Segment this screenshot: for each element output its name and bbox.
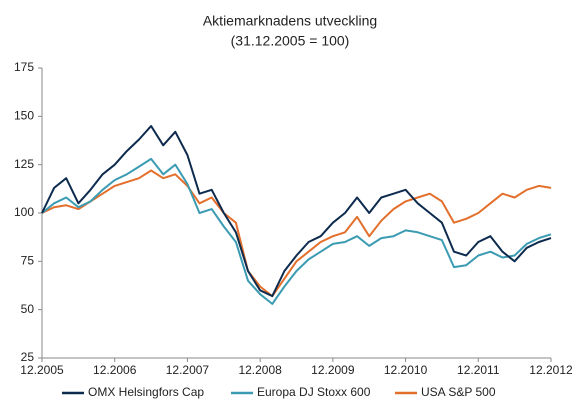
legend-label: Europa DJ Stoxx 600: [257, 385, 371, 399]
series-line: [41, 125, 552, 298]
y-tick-label: 75: [21, 254, 35, 268]
x-tick-label: 12.2009: [311, 363, 355, 377]
y-tick-label: 25: [21, 350, 35, 364]
x-tick-label: 12.2010: [384, 363, 428, 377]
x-tick-label: 12.2008: [238, 363, 282, 377]
x-tick-label: 12.2011: [457, 363, 500, 377]
x-tick-label: 12.2012: [529, 363, 573, 377]
x-tick-label: 12.2007: [166, 363, 210, 377]
y-tick-label: 50: [21, 302, 35, 316]
legend-label: OMX Helsingfors Cap: [88, 385, 204, 399]
y-tick-label: 175: [14, 60, 34, 74]
y-tick-label: 150: [14, 109, 34, 123]
series-line: [41, 157, 552, 305]
chart-subtitle: (31.12.2005 = 100): [231, 33, 350, 49]
series-line: [41, 169, 552, 298]
x-tick-label: 12.2006: [93, 363, 137, 377]
y-tick-label: 100: [14, 205, 34, 219]
legend-label: USA S&P 500: [421, 385, 496, 399]
y-tick-label: 125: [14, 157, 34, 171]
x-tick-label: 12.2005: [20, 363, 64, 377]
chart-title: Aktiemarknadens utveckling: [203, 13, 377, 29]
